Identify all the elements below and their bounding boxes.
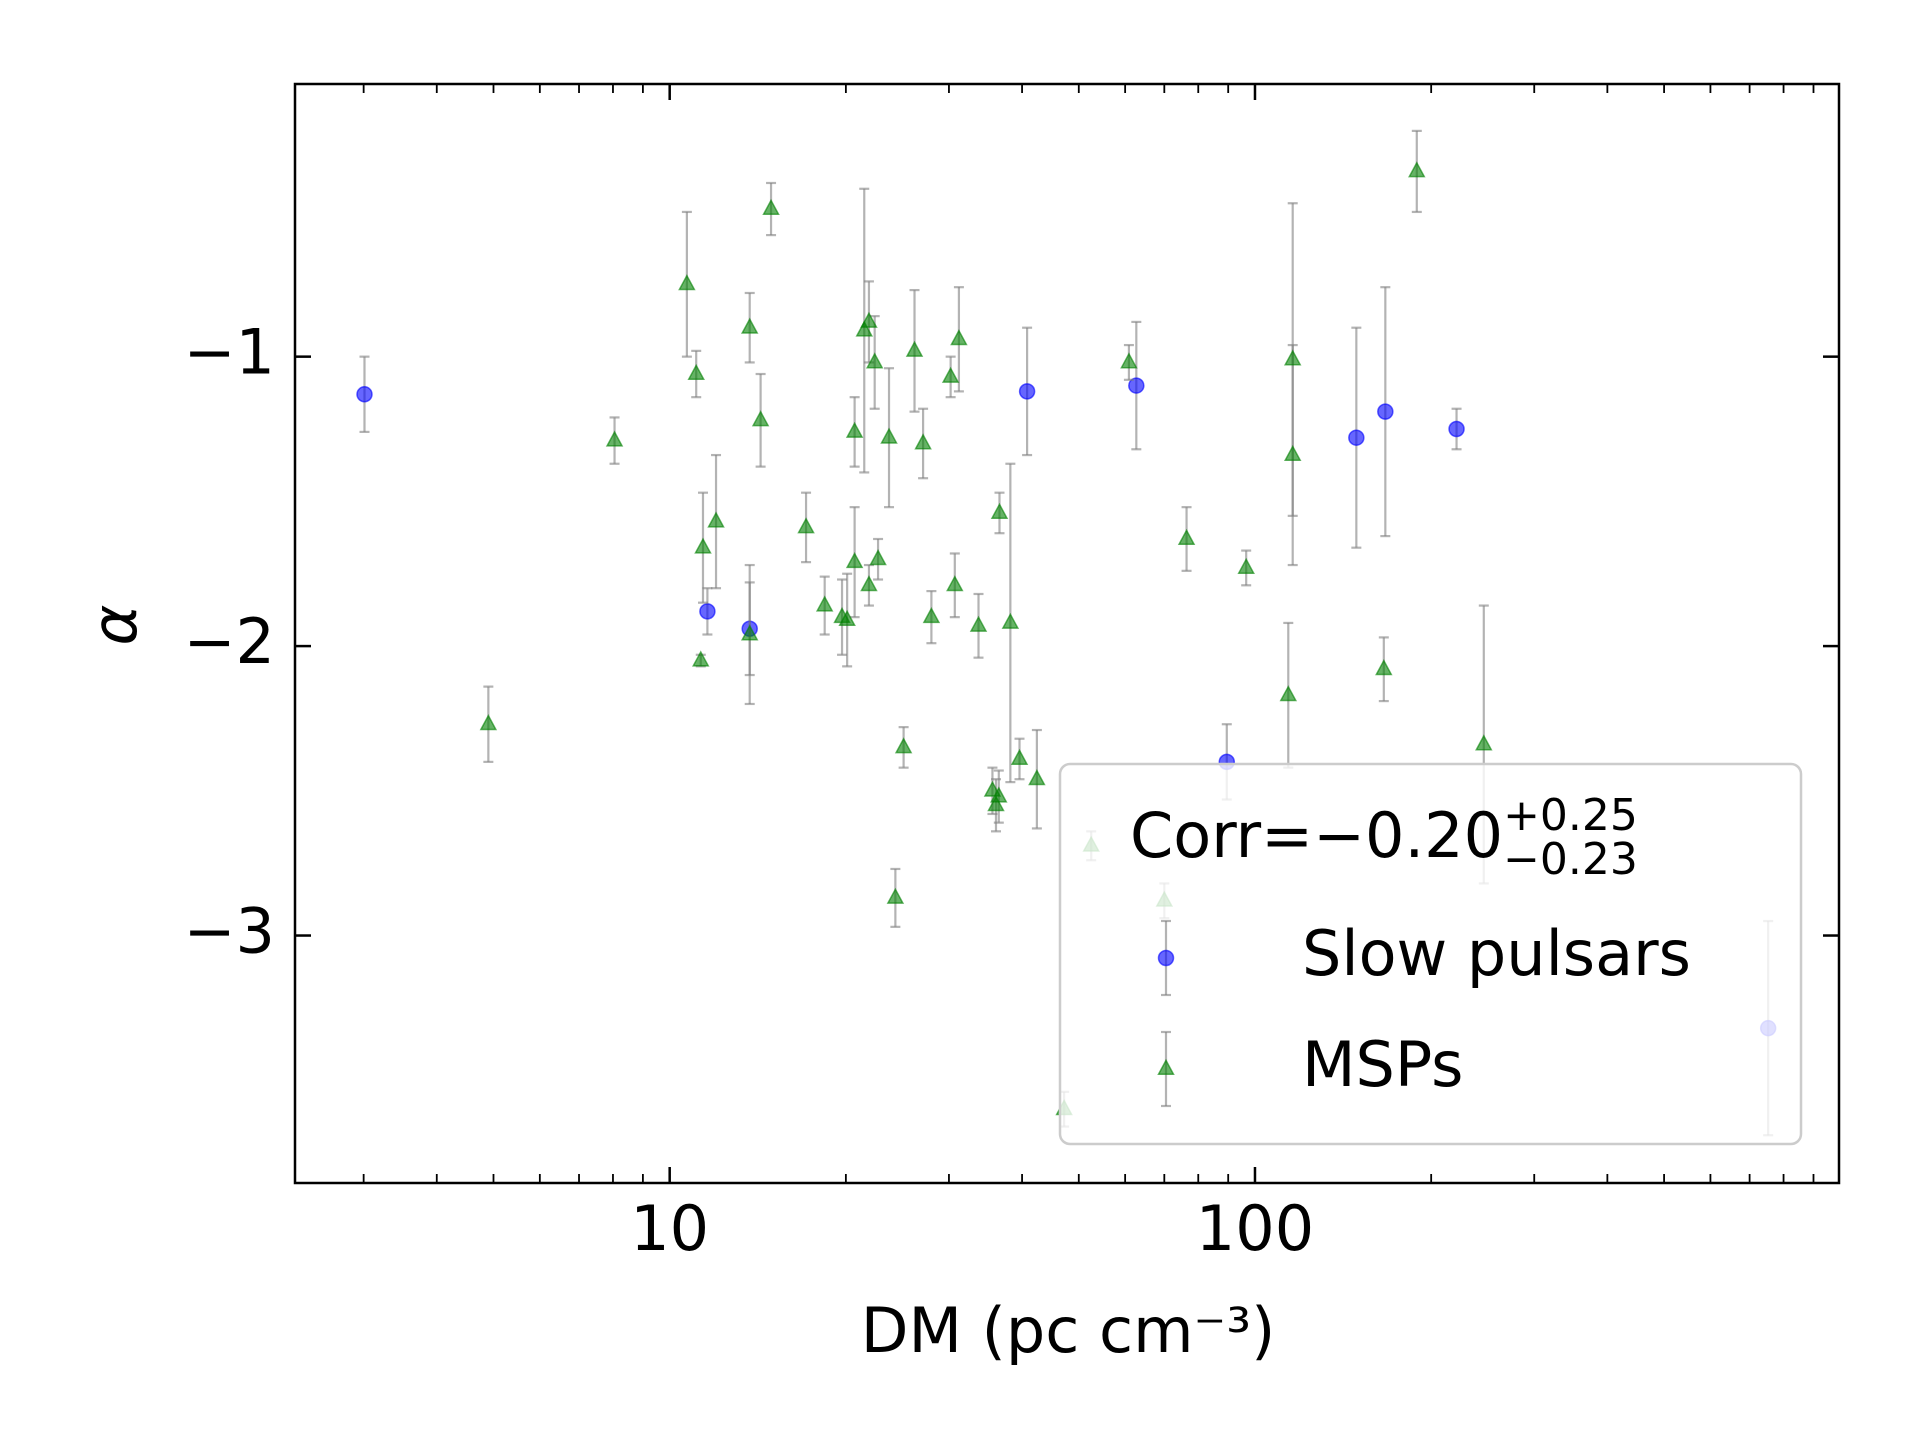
marker	[1237, 557, 1255, 574]
marker	[860, 311, 878, 328]
marker	[605, 430, 624, 447]
marker	[990, 502, 1009, 519]
marker	[1475, 734, 1493, 751]
marker	[845, 551, 864, 569]
marker	[894, 737, 913, 754]
y-tick-label: −2	[184, 605, 275, 678]
marker	[838, 609, 856, 627]
marker	[751, 410, 770, 427]
marker	[1448, 420, 1465, 438]
marker	[865, 352, 884, 369]
marker	[1120, 352, 1138, 369]
marker	[1157, 949, 1175, 967]
marker	[1408, 161, 1426, 178]
marker	[869, 549, 887, 566]
marker	[356, 386, 373, 403]
y-axis-label: α	[78, 605, 151, 646]
marker	[707, 511, 725, 528]
marker	[880, 427, 898, 444]
y-tick-label: −1	[184, 316, 275, 389]
x-tick-label: 100	[1196, 1192, 1314, 1265]
marker	[1279, 685, 1298, 702]
marker	[1157, 1058, 1175, 1075]
marker	[699, 603, 716, 620]
marker	[740, 317, 759, 334]
marker	[762, 198, 780, 216]
plot-frame	[293, 82, 1841, 1185]
marker	[687, 363, 705, 381]
marker	[797, 517, 815, 534]
marker	[941, 366, 960, 383]
marker	[1348, 429, 1365, 446]
marker	[990, 786, 1008, 803]
legend: Corr=−0.20+0.25 −0.23 Slow pulsars MSPs	[1058, 762, 1803, 1146]
marker	[1283, 444, 1302, 462]
marker	[815, 595, 834, 612]
marker	[1128, 377, 1145, 394]
legend-box	[1058, 762, 1803, 1146]
annotation-text: Corr=−0.20	[1130, 799, 1503, 872]
marker	[860, 575, 878, 592]
marker	[946, 575, 964, 592]
marker	[845, 421, 864, 438]
marker	[914, 433, 932, 450]
marker	[678, 274, 696, 291]
x-axis-label: DM (pc cm⁻³)	[861, 1294, 1276, 1367]
marker	[922, 606, 941, 624]
marker	[740, 624, 759, 641]
marker	[969, 615, 988, 632]
legend-label: MSPs	[1302, 1028, 1463, 1101]
marker	[1283, 349, 1302, 366]
marker	[691, 650, 710, 667]
marker	[1177, 528, 1196, 545]
marker	[1375, 659, 1393, 676]
marker	[950, 329, 968, 346]
marker	[1377, 403, 1394, 420]
marker	[905, 340, 924, 357]
marker	[855, 320, 874, 337]
annotation-sub: −0.23	[1503, 834, 1638, 885]
marker	[1010, 748, 1029, 765]
marker	[1028, 769, 1046, 786]
marker	[479, 714, 498, 731]
annotation: Corr=−0.20+0.25 −0.23	[1130, 790, 1638, 885]
x-tick-label: 10	[630, 1192, 709, 1265]
y-tick-label: −3	[184, 895, 275, 968]
legend-label: Slow pulsars	[1302, 917, 1691, 990]
marker	[886, 887, 905, 904]
marker	[1018, 383, 1036, 400]
marker	[694, 537, 712, 554]
marker	[987, 795, 1005, 812]
marker	[1001, 612, 1020, 629]
annotation-sup: +0.25	[1503, 790, 1638, 841]
